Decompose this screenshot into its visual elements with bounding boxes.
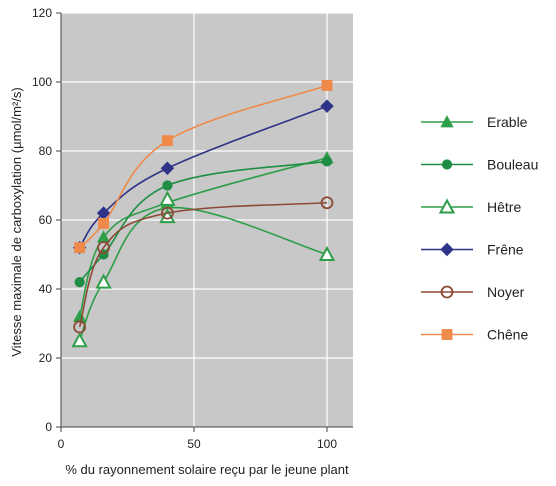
data-point bbox=[160, 206, 174, 220]
y-tick-label: 100 bbox=[32, 75, 52, 89]
series-noyer bbox=[73, 196, 334, 334]
legend-label: Noyer bbox=[487, 284, 525, 300]
axes: 0 20 40 60 80 100 120 0 50 100 bbox=[32, 6, 353, 451]
y-tick-label: 60 bbox=[39, 213, 53, 227]
legend: Erable Bouleau Hêtre Frêne Noyer Chêne bbox=[421, 114, 538, 343]
data-point bbox=[321, 156, 333, 167]
data-point bbox=[73, 320, 87, 334]
data-point bbox=[98, 218, 110, 229]
data-point bbox=[159, 190, 176, 206]
y-tick-label: 120 bbox=[32, 6, 52, 20]
data-point bbox=[318, 245, 336, 262]
legend-item-frene: Frêne bbox=[421, 242, 524, 258]
legend-label: Frêne bbox=[487, 242, 524, 258]
legend-label: Hêtre bbox=[487, 199, 521, 215]
data-point bbox=[321, 80, 333, 91]
series-line bbox=[78, 105, 328, 249]
y-tick-label: 0 bbox=[45, 420, 52, 434]
data-point bbox=[71, 332, 88, 348]
legend-marker bbox=[438, 198, 456, 214]
series-layer bbox=[71, 80, 336, 348]
x-tick-label: 0 bbox=[58, 437, 65, 451]
legend-marker bbox=[441, 329, 453, 340]
series-line bbox=[79, 160, 328, 283]
data-point bbox=[159, 207, 176, 224]
data-point bbox=[320, 99, 334, 113]
data-point bbox=[74, 242, 86, 254]
legend-marker bbox=[440, 285, 454, 299]
legend-marker bbox=[441, 159, 453, 170]
legend-item-noyer: Noyer bbox=[421, 284, 525, 300]
data-point bbox=[161, 135, 173, 147]
y-tick-label: 20 bbox=[39, 351, 53, 365]
y-tick-label: 80 bbox=[39, 144, 53, 158]
legend-marker bbox=[440, 242, 454, 257]
series-chene bbox=[74, 80, 333, 254]
legend-label: Bouleau bbox=[487, 157, 538, 173]
series-line bbox=[79, 84, 328, 249]
y-axis-label: Vitesse maximale de carboxylation (µmol/… bbox=[9, 87, 24, 357]
data-point bbox=[162, 180, 173, 191]
legend-marker bbox=[440, 115, 454, 128]
x-tick-label: 50 bbox=[187, 437, 201, 451]
legend-item-erable: Erable bbox=[421, 114, 528, 130]
data-point bbox=[97, 241, 110, 255]
x-axis-label: % du rayonnement solaire reçu par le jeu… bbox=[65, 462, 349, 477]
data-point bbox=[320, 196, 334, 210]
series-line bbox=[78, 201, 328, 328]
series-line bbox=[78, 157, 328, 317]
data-point bbox=[95, 273, 112, 289]
data-point bbox=[160, 161, 175, 175]
legend-label: Erable bbox=[487, 114, 528, 130]
legend-item-hetre: Hêtre bbox=[421, 198, 521, 215]
data-point bbox=[74, 277, 85, 288]
legend-item-chene: Chêne bbox=[421, 327, 528, 343]
y-tick-label: 40 bbox=[39, 282, 53, 296]
x-tick-label: 100 bbox=[317, 437, 337, 451]
legend-label: Chêne bbox=[487, 327, 528, 343]
legend-item-bouleau: Bouleau bbox=[421, 157, 538, 173]
